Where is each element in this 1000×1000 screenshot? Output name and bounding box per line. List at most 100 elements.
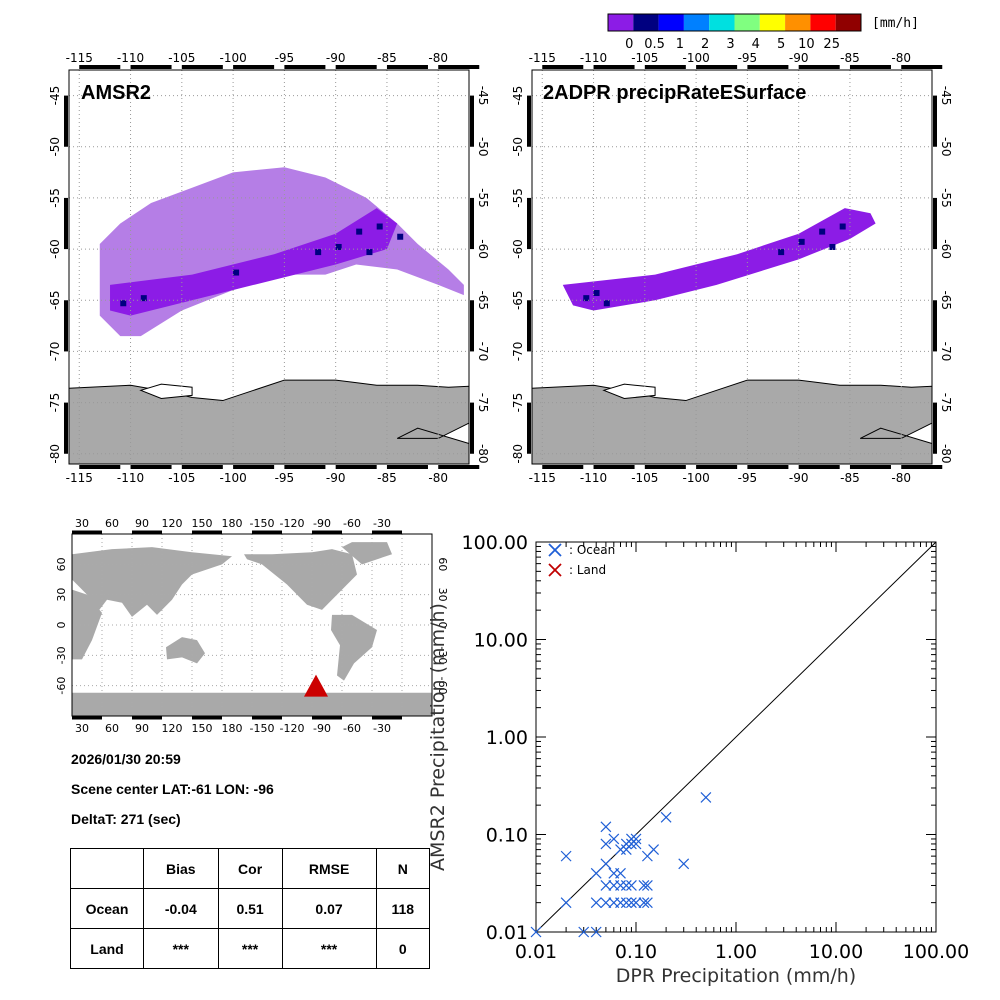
scene-location-marker <box>304 674 328 697</box>
heavy-rain-pixel <box>315 249 322 256</box>
world-lon-tick-top: 90 <box>135 517 149 530</box>
lat-tick-label-left: -70 <box>50 342 62 362</box>
lon-tick-label-top: -85 <box>377 51 397 65</box>
scatter-point <box>608 833 620 845</box>
stats-cell: 0 <box>375 928 431 969</box>
scatter-point <box>638 880 650 891</box>
heavy-rain-pixel <box>593 290 600 297</box>
map-border-ticks <box>64 65 480 469</box>
stats-row-ocean: Ocean -0.04 0.51 0.07 118 <box>70 888 431 929</box>
scatter-point-stroke <box>615 880 626 891</box>
stats-cell: *** <box>143 928 219 969</box>
lat-tick-label-left: -45 <box>50 86 62 106</box>
scatter-point <box>590 926 602 938</box>
lat-tick-label-right: -65 <box>476 290 490 310</box>
world-lon-tick-bottom: -30 <box>373 722 391 735</box>
heavy-rain-pixel <box>140 295 147 302</box>
lon-tick-label-bottom: -110 <box>580 471 607 485</box>
heavy-rain-pixel <box>376 223 383 230</box>
x-tick-label: 0.01 <box>515 941 557 963</box>
stats-cell: *** <box>217 928 283 969</box>
scatter-point <box>578 926 590 938</box>
lon-tick-label-bottom: -85 <box>377 471 397 485</box>
colorbar: 0 0.5 1 2 3 4 5 10 25 [mm/h] <box>600 8 930 54</box>
scatter-panel: 0.01 0.10 1.00 10.00 100.00 0.01 0.10 1.00 10.00… <box>420 520 980 990</box>
world-lon-tick-top: -90 <box>313 517 331 530</box>
lat-tick-label-left: -55 <box>513 188 525 208</box>
scatter-point <box>625 897 637 909</box>
stats-header-cell: Bias <box>143 848 219 889</box>
antarctica-land <box>72 692 432 716</box>
world-lon-tick-bottom: -120 <box>280 722 305 735</box>
heavy-rain-pixel <box>829 243 836 250</box>
scatter-point <box>615 880 626 891</box>
lon-tick-label-bottom: -115 <box>529 471 556 485</box>
colorbar-swatch <box>608 14 634 31</box>
world-lon-tick-top: -150 <box>250 517 275 530</box>
world-lat-tick-left: -60 <box>55 677 68 695</box>
lat-tick-label-right: -45 <box>939 86 953 106</box>
lat-tick-label-left: -75 <box>513 393 525 413</box>
stats-cell: Ocean <box>70 888 144 929</box>
stats-cell: 0.07 <box>281 888 377 929</box>
colorbar-tick-label: 1 <box>676 37 684 52</box>
stats-header-cell: N <box>375 848 431 889</box>
lat-tick-label-left: -55 <box>50 188 62 208</box>
world-lon-tick-bottom: -90 <box>313 722 331 735</box>
world-lon-tick-bottom: -150 <box>250 722 275 735</box>
rain-field <box>99 167 464 337</box>
stats-table: Bias Cor RMSE N Ocean -0.04 0.51 0.07 11… <box>70 848 431 969</box>
legend-label: : Ocean <box>569 543 615 557</box>
x-tick-label: 100.00 <box>903 941 969 963</box>
world-lat-tick-right: -60 <box>436 677 449 695</box>
colorbar-tick-label: 5 <box>777 37 785 52</box>
scatter-point <box>620 897 632 909</box>
scatter-point <box>630 838 642 850</box>
lat-tick-label-right: -55 <box>476 188 490 208</box>
lat-tick-label-right: -75 <box>939 393 953 413</box>
scatter-point-stroke <box>615 867 626 879</box>
scatter-point-stroke <box>600 880 612 891</box>
scene-datetime: 2026/01/30 20:59 <box>71 751 181 767</box>
scatter-point <box>600 858 612 870</box>
south-america-land <box>331 614 377 681</box>
colorbar-unit: [mm/h] <box>872 16 919 31</box>
scatter-point-stroke <box>530 926 542 938</box>
scatter-point <box>648 844 660 856</box>
scatter-point-stroke <box>638 897 650 909</box>
lat-tick-label-left: -80 <box>50 444 62 464</box>
scatter-point-stroke <box>630 838 642 850</box>
heavy-rain-pixel <box>397 233 404 240</box>
dpr-map-panel: -115 -115 -110 -110 -105 -105 -100 -100 -95 -95 -9… <box>511 48 953 488</box>
scatter-point <box>630 833 642 845</box>
lat-tick-label-right: -50 <box>476 137 490 157</box>
world-lat-tick-left: 30 <box>55 588 68 602</box>
stats-cell: *** <box>281 928 377 969</box>
scatter-point-stroke <box>600 821 612 833</box>
world-lon-tick-bottom: 60 <box>105 722 119 735</box>
stats-row-land: Land *** *** *** 0 <box>70 928 431 969</box>
heavy-rain-pixel <box>839 223 846 230</box>
lat-tick-label-right: -50 <box>939 137 953 157</box>
colorbar-tick-label: 3 <box>726 37 734 52</box>
x-tick-label: 10.00 <box>809 941 863 963</box>
legend-marker <box>548 543 562 557</box>
scatter-point <box>600 838 612 850</box>
scatter-point-stroke <box>625 897 637 909</box>
scatter-point <box>600 897 612 909</box>
scatter-point <box>560 850 572 862</box>
scatter-point <box>700 792 712 803</box>
stats-cell: 0.51 <box>217 888 283 929</box>
amsr2-map-panel: -115 -115 -110 -110 -105 -105 -100 -100 -95 -95 -9… <box>48 48 490 488</box>
lat-tick-label-right: -60 <box>476 239 490 259</box>
heavy-rain-pixel <box>583 295 590 302</box>
heavy-rain-pixel <box>120 300 127 307</box>
world-frame <box>71 533 433 717</box>
lon-tick-label-top: -80 <box>428 51 448 65</box>
x-tick-label: 0.10 <box>615 941 657 963</box>
scatter-point-stroke <box>578 926 590 938</box>
scatter-point <box>620 880 632 891</box>
heavy-rain-pixel <box>335 243 342 250</box>
lon-tick-label-bottom: -95 <box>738 471 758 485</box>
lon-tick-label-top: -80 <box>891 51 911 65</box>
